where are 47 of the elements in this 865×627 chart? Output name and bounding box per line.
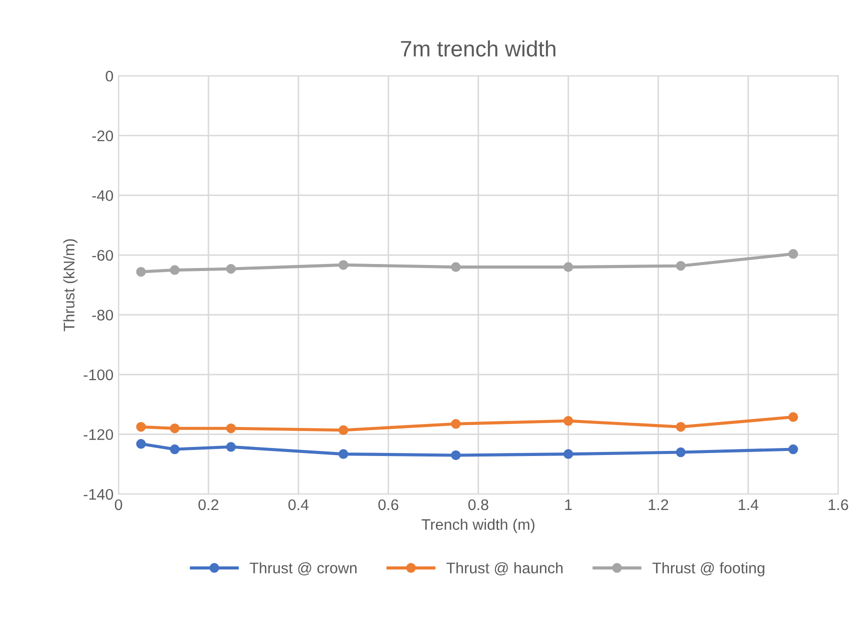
point [450,450,461,460]
y-axis-title: Thrust (kN/m) [63,239,78,332]
point [226,442,236,452]
legend-label: Thrust @ haunch [446,562,563,576]
x-tick-label: 0.4 [288,499,309,510]
point [338,449,348,459]
y-tick-label: -80 [92,310,114,321]
point [338,260,348,270]
point [136,439,146,449]
y-tick-label: -20 [92,130,114,142]
y-tick-label: -40 [92,190,114,202]
x-tick-label: 0.8 [468,499,488,510]
x-tick-label: 1.6 [828,499,848,510]
x-tick-label: 1.4 [738,500,758,510]
x-tick-label: 0.6 [378,499,398,510]
x-tick-label: 1.2 [648,499,668,510]
point [226,423,236,434]
point [676,422,686,432]
point [563,416,574,426]
point [136,422,146,432]
y-tick-label: -120 [84,429,114,440]
y-tick-label: 0 [106,70,114,82]
point [136,266,146,277]
x-axis-title: Trench width (m) [422,518,534,533]
point [450,419,461,429]
point [563,449,574,459]
x-tick-label: 0 [114,499,122,510]
point [170,265,180,275]
point [338,425,348,436]
point [676,260,686,271]
point [788,249,798,259]
point [450,262,461,272]
point [170,423,180,434]
y-tick-label: -140 [84,488,114,500]
x-tick-label: 0.2 [198,499,218,510]
point [788,412,798,422]
chart-title: 7m trench width [401,40,556,57]
y-tick-label: -100 [84,369,114,380]
legend-label: Thrust @ footing [652,562,764,576]
point [788,444,798,454]
y-tick-label: -60 [92,250,114,261]
point [170,444,180,454]
point [563,262,574,272]
point [226,264,236,274]
point [676,447,686,458]
legend-label: Thrust @ crown [250,562,357,576]
x-tick-label: 1 [565,500,572,510]
